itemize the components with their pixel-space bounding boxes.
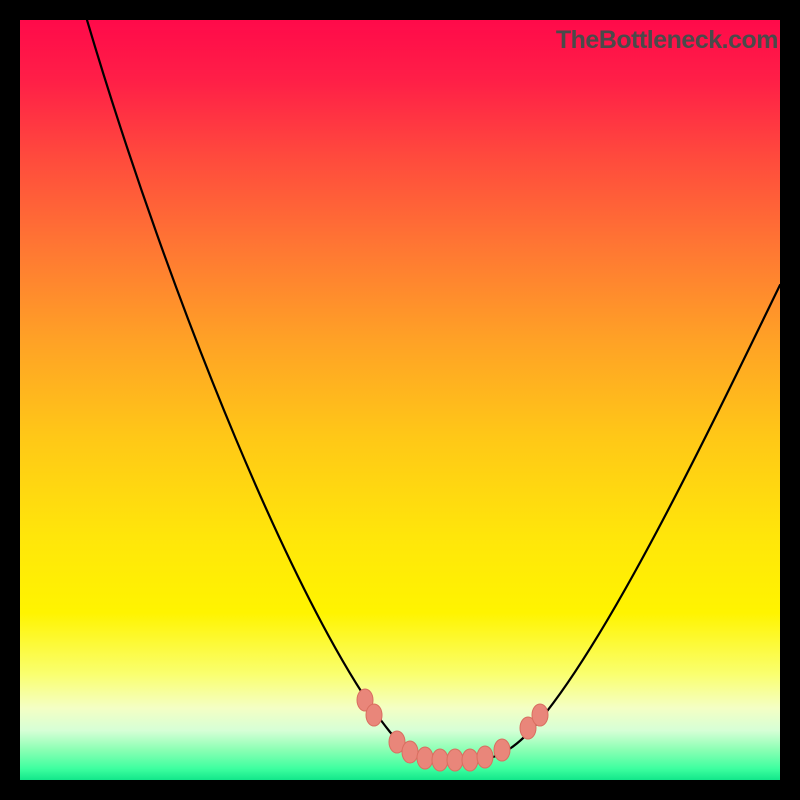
gradient-background [20, 20, 780, 780]
watermark-label: TheBottleneck.com [556, 26, 778, 55]
plot-area [20, 20, 780, 780]
